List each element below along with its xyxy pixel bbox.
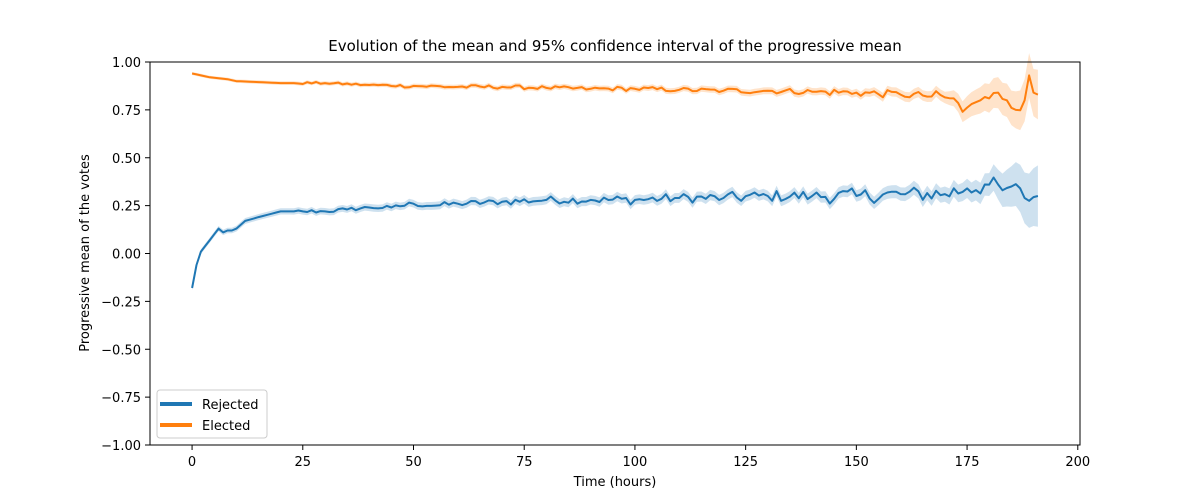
y-tick-label: 0.25 (112, 200, 141, 215)
x-tick-label: 200 (1065, 455, 1090, 470)
x-tick-label: 125 (733, 455, 758, 470)
x-tick-label: 175 (955, 455, 980, 470)
y-tick-label: −0.75 (101, 391, 141, 406)
y-tick-label: 0.75 (112, 104, 141, 119)
chart-title: Evolution of the mean and 95% confidence… (328, 37, 902, 55)
legend-label-elected: Elected (202, 419, 250, 434)
series-line-rejected (191, 176, 1039, 289)
x-tick-label: 25 (295, 455, 312, 470)
y-axis-label: Progressive mean of the votes (78, 154, 93, 352)
legend: Rejected Elected (156, 389, 268, 439)
x-tick-label: 150 (844, 455, 869, 470)
confidence-band-elected (192, 53, 1038, 131)
legend-label-rejected: Rejected (202, 398, 259, 413)
y-tick-label: 1.00 (112, 56, 141, 71)
plot-area (191, 53, 1039, 291)
x-tick-label: 50 (405, 455, 422, 470)
y-tick-label: 0.00 (112, 248, 141, 263)
x-tick-label: 100 (623, 455, 648, 470)
y-tick-label: −1.00 (101, 439, 141, 454)
y-tick-label: −0.50 (101, 343, 141, 358)
x-tick-label: 0 (188, 455, 196, 470)
confidence-band-rejected (192, 162, 1038, 291)
x-axis-label: Time (hours) (573, 475, 657, 490)
x-tick-label: 75 (516, 455, 533, 470)
plot-frame (149, 61, 1081, 446)
series-line-elected (191, 72, 1039, 113)
y-tick-label: 0.50 (112, 152, 141, 167)
axes: 0 25 50 75 100 125 150 175 200 1.00 0.75 0.50 0.25 0.… (101, 56, 1090, 470)
y-tick-label: −0.25 (101, 295, 141, 310)
